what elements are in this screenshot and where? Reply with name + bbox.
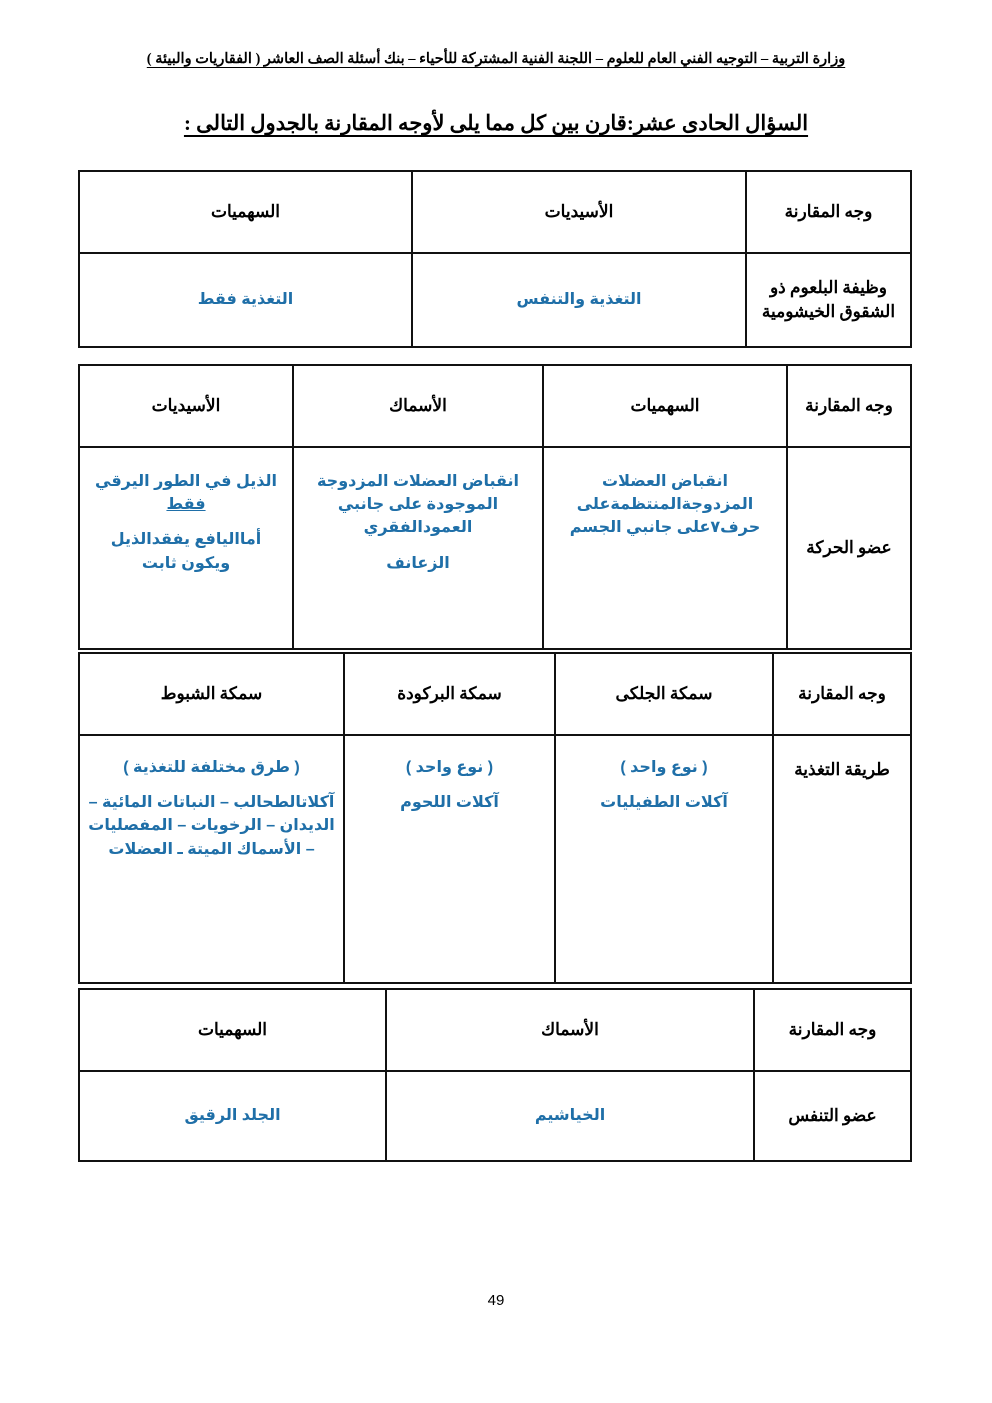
page-number: 49 [487, 1292, 505, 1309]
document-header: وزارة التربية – التوجيه الفني العام للعل… [0, 50, 992, 70]
comparison-table-2: وجه المقارنة السهميات الأسماك الأسيديات … [78, 364, 912, 650]
table-row: عضو الحركة انقباض العضلات المزدوجةالمنتظ… [78, 446, 912, 650]
table-header-row: وجه المقارنة الأسماك السهميات [78, 988, 912, 1072]
table2-cell-asidiyat: الذيل في الطور اليرقي فقط أمااليافع يفقد… [78, 446, 294, 650]
table4-header-comparison-aspect: وجه المقارنة [753, 988, 912, 1072]
table2-cell-asmak: انقباض العضلات المزدوجة الموجودة على جان… [292, 446, 544, 650]
table2-cell-asmak-line1: انقباض العضلات المزدوجة الموجودة على جان… [316, 473, 520, 537]
table3-row-label: طريقة التغذية [772, 734, 912, 984]
table1-cell-sahmiyat: التغذية فقط [78, 252, 413, 348]
table3-cell-barracuda-line2: آكلات اللحوم [400, 794, 499, 812]
table4-header-sahmiyat: السهميات [78, 988, 387, 1072]
table3-cell-shabout-line2: آكلاتالطحالب – النباتات المائية – الديدا… [88, 794, 335, 858]
document-header-text: وزارة التربية – التوجيه الفني العام للعل… [146, 51, 846, 67]
table2-row-label: عضو الحركة [786, 446, 912, 650]
table-header-row: وجه المقارنة الأسيديات السهميات [78, 170, 912, 254]
table3-cell-barracuda-line1: ( نوع واحد ) [405, 759, 494, 776]
table1-header-comparison-aspect: وجه المقارنة [745, 170, 912, 254]
cell-spacer [353, 779, 546, 791]
cell-spacer [88, 516, 284, 528]
table1-header-asidiyat: الأسيديات [411, 170, 747, 254]
table3-header-barracuda-fish: سمكة البركودة [343, 652, 556, 736]
table2-header-sahmiyat: السهميات [542, 364, 788, 448]
table2-header-asidiyat: الأسيديات [78, 364, 294, 448]
table2-row-label-line2: الحركة [806, 538, 854, 558]
table4-cell-sahmiyat: الجلد الرقيق [78, 1070, 387, 1162]
table3-header-comparison-aspect: وجه المقارنة [772, 652, 912, 736]
table2-cell-asmak-line2: الزعانف [386, 554, 450, 572]
question-title-text: السؤال الحادى عشر:قارن بين كل مما يلى لأ… [183, 111, 809, 135]
comparison-table-1: وجه المقارنة الأسيديات السهميات وظيفة ال… [78, 170, 912, 348]
table-row: طريقة التغذية ( نوع واحد ) آكلات الطفيلي… [78, 734, 912, 984]
comparison-table-3: وجه المقارنة سمكة الجلكى سمكة البركودة س… [78, 652, 912, 984]
table3-header-shabout-fish: سمكة الشبوط [78, 652, 345, 736]
cell-spacer [564, 779, 764, 791]
table3-cell-shabout: ( طرق مختلفة للتغذية ) آكلاتالطحالب – ال… [78, 734, 345, 984]
table2-cell-asidiyat-line2: أمااليافع يفقدالذيل ويكون ثابت [110, 531, 262, 572]
table3-header-jalaki-fish: سمكة الجلكى [554, 652, 774, 736]
table-row: وظيفة البلعوم ذو الشقوق الخيشومية التغذي… [78, 252, 912, 348]
table2-header-comparison-aspect: وجه المقارنة [786, 364, 912, 448]
comparison-table-4: وجه المقارنة الأسماك السهميات عضو التنفس… [78, 988, 912, 1162]
table1-row-label: وظيفة البلعوم ذو الشقوق الخيشومية [745, 252, 912, 348]
cell-spacer [88, 779, 335, 791]
table3-cell-shabout-line1: ( طرق مختلفة للتغذية ) [123, 759, 300, 776]
table4-row-label: عضو التنفس [753, 1070, 912, 1162]
table1-header-sahmiyat: السهميات [78, 170, 413, 254]
table3-cell-barracuda: ( نوع واحد ) آكلات اللحوم [343, 734, 556, 984]
table4-cell-asmak: الخياشيم [385, 1070, 755, 1162]
table3-cell-jalaki-line2: آكلات الطفيليات [600, 794, 728, 812]
table-header-row: وجه المقارنة السهميات الأسماك الأسيديات [78, 364, 912, 448]
table2-cell-asidiyat-line1: الذيل في الطور اليرقي [95, 473, 277, 490]
question-title: السؤال الحادى عشر:قارن بين كل مما يلى لأ… [80, 110, 912, 137]
cell-spacer [302, 540, 534, 552]
table3-cell-jalaki-line1: ( نوع واحد ) [620, 759, 708, 776]
table-row: عضو التنفس الخياشيم الجلد الرقيق [78, 1070, 912, 1162]
table2-cell-asidiyat-only: فقط [166, 496, 206, 514]
table1-cell-asidiyat: التغذية والتنفس [411, 252, 747, 348]
table4-header-asmak: الأسماك [385, 988, 755, 1072]
table2-cell-sahmiyat: انقباض العضلات المزدوجةالمنتظمةعلى حرف٧ع… [542, 446, 788, 650]
table3-cell-jalaki: ( نوع واحد ) آكلات الطفيليات [554, 734, 774, 984]
table-header-row: وجه المقارنة سمكة الجلكى سمكة البركودة س… [78, 652, 912, 736]
table2-header-asmak: الأسماك [292, 364, 544, 448]
table2-row-label-line1: عضو [858, 538, 892, 558]
